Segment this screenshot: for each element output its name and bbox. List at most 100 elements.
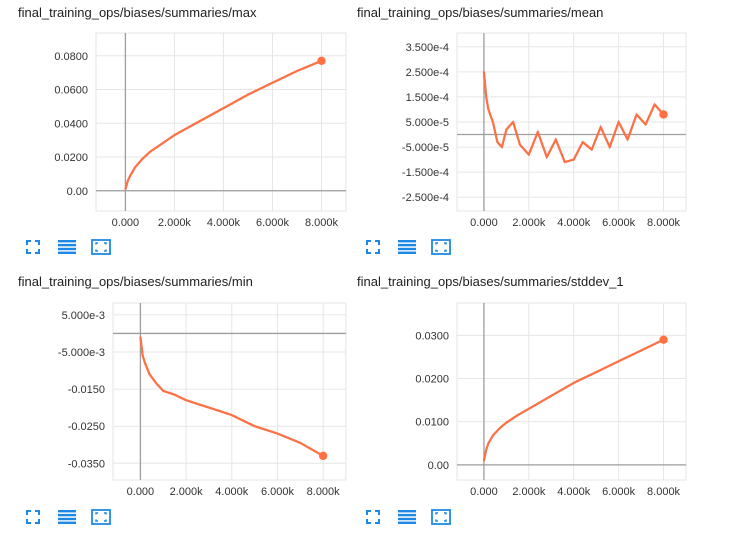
line-chart-stddev[interactable]: 0.000 2.000k 4.000k 6.000k 8.000k 0.00 0.0100 0… bbox=[345, 295, 705, 510]
fit-domain-icon[interactable] bbox=[430, 238, 452, 256]
data-point bbox=[635, 113, 638, 116]
x-tick-label: 8.000k bbox=[647, 486, 681, 498]
expand-icon[interactable] bbox=[22, 238, 44, 256]
x-tick-label: 2.000k bbox=[170, 486, 204, 498]
x-tick-label: 8.000k bbox=[307, 486, 341, 498]
toggle-log-scale-icon[interactable] bbox=[396, 508, 418, 526]
data-point bbox=[527, 153, 530, 156]
data-point bbox=[198, 120, 200, 123]
toggle-log-scale-icon[interactable] bbox=[56, 508, 78, 526]
data-point bbox=[149, 151, 151, 153]
plot-frame bbox=[456, 32, 687, 212]
y-tick-label: -1.500e-4 bbox=[402, 167, 449, 179]
data-point bbox=[563, 161, 566, 164]
y-tick-label: 0.0400 bbox=[54, 118, 88, 130]
x-tick-label: 2.000k bbox=[512, 217, 546, 229]
data-point bbox=[617, 360, 620, 363]
chart-title: final_training_ops/biases/summaries/min bbox=[18, 274, 253, 289]
x-tick-label: 2.000k bbox=[158, 217, 192, 229]
y-tick-label: 1.500e-4 bbox=[406, 92, 449, 104]
data-point bbox=[148, 373, 151, 376]
line-chart-mean[interactable]: 0.000 2.000k 4.000k 6.000k 8.000k -2.500e-4 -1… bbox=[345, 25, 705, 240]
data-point bbox=[626, 138, 629, 141]
data-point bbox=[253, 425, 256, 428]
last-point-marker bbox=[317, 56, 326, 66]
gridlines bbox=[96, 33, 346, 211]
expand-icon[interactable] bbox=[362, 508, 384, 526]
y-tick-label: -5.000e-5 bbox=[402, 142, 449, 154]
data-point bbox=[126, 179, 129, 182]
fit-domain-icon[interactable] bbox=[90, 508, 112, 526]
expand-icon[interactable] bbox=[22, 508, 44, 526]
x-tick-label: 0.000 bbox=[470, 217, 498, 229]
series-line bbox=[124, 59, 322, 190]
gridlines bbox=[457, 33, 686, 211]
y-tick-label: 5.000e-5 bbox=[406, 117, 449, 129]
x-tick-label: 8.000k bbox=[647, 217, 681, 229]
toggle-log-scale-icon[interactable] bbox=[56, 238, 78, 256]
data-point bbox=[518, 143, 521, 146]
toggle-log-scale-icon[interactable] bbox=[396, 238, 418, 256]
data-point bbox=[129, 174, 132, 177]
line-chart-max[interactable]: 0.000 2.000k 4.000k 6.000k 8.000k 0.00 0.0200 0… bbox=[0, 25, 360, 240]
data-point bbox=[550, 394, 553, 397]
x-tick-label: 4.000k bbox=[557, 486, 591, 498]
data-point bbox=[590, 148, 593, 151]
plot-frame bbox=[112, 302, 347, 481]
gridlines bbox=[113, 303, 346, 480]
data-point bbox=[492, 434, 494, 437]
data-point bbox=[222, 107, 225, 109]
data-point bbox=[196, 403, 199, 405]
data-point bbox=[155, 382, 158, 385]
data-point bbox=[527, 407, 530, 410]
x-tick-label: 6.000k bbox=[602, 486, 636, 498]
x-tick-label: 0.000 bbox=[112, 217, 140, 229]
data-point bbox=[617, 121, 620, 123]
y-tick-label: 5.000e-3 bbox=[62, 310, 105, 322]
expand-icon[interactable] bbox=[362, 238, 384, 256]
chart-title: final_training_ops/biases/summaries/max bbox=[18, 5, 257, 20]
data-point bbox=[134, 166, 137, 169]
data-point bbox=[276, 432, 279, 435]
y-tick-label: 0.00 bbox=[67, 186, 88, 198]
y-tick-label: 0.0600 bbox=[54, 85, 88, 97]
data-point bbox=[653, 103, 656, 106]
data-point bbox=[581, 141, 584, 143]
y-tick-label: -2.500e-4 bbox=[402, 192, 449, 204]
line-chart-min[interactable]: 0.000 2.000k 4.000k 6.000k 8.000k -0.0350 -0.0… bbox=[0, 295, 360, 510]
data-point bbox=[487, 442, 490, 445]
data-point bbox=[161, 142, 164, 145]
data-point bbox=[173, 134, 176, 136]
chart-title: final_training_ops/biases/summaries/mean bbox=[357, 5, 604, 20]
data-point bbox=[483, 459, 485, 462]
data-point bbox=[545, 156, 548, 158]
data-point bbox=[496, 141, 499, 143]
data-point bbox=[485, 448, 488, 451]
data-point bbox=[498, 427, 501, 430]
y-tick-label: 2.500e-4 bbox=[406, 67, 449, 79]
y-tick-label: 0.0300 bbox=[415, 330, 449, 342]
data-point bbox=[185, 399, 187, 402]
y-tick-label: 0.0200 bbox=[54, 152, 88, 164]
x-tick-label: 4.000k bbox=[215, 486, 249, 498]
x-tick-label: 6.000k bbox=[256, 217, 290, 229]
data-point bbox=[608, 146, 611, 148]
data-point bbox=[483, 70, 485, 73]
y-tick-label: 3.500e-4 bbox=[406, 42, 449, 54]
data-point bbox=[141, 157, 144, 160]
last-point-marker bbox=[318, 451, 328, 461]
x-tick-label: 6.000k bbox=[602, 217, 636, 229]
x-tick-label: 6.000k bbox=[261, 486, 295, 498]
data-point bbox=[554, 138, 557, 141]
data-point bbox=[230, 414, 233, 416]
data-point bbox=[505, 421, 508, 424]
chart-toolbar bbox=[362, 508, 452, 526]
y-tick-label: 0.0200 bbox=[415, 374, 449, 386]
fit-domain-icon[interactable] bbox=[430, 508, 452, 526]
fit-domain-icon[interactable] bbox=[90, 238, 112, 256]
y-tick-label: -0.0350 bbox=[68, 458, 105, 470]
x-tick-label: 8.000k bbox=[305, 217, 339, 229]
data-point bbox=[485, 96, 488, 98]
data-point bbox=[492, 121, 494, 123]
data-point bbox=[572, 158, 575, 161]
